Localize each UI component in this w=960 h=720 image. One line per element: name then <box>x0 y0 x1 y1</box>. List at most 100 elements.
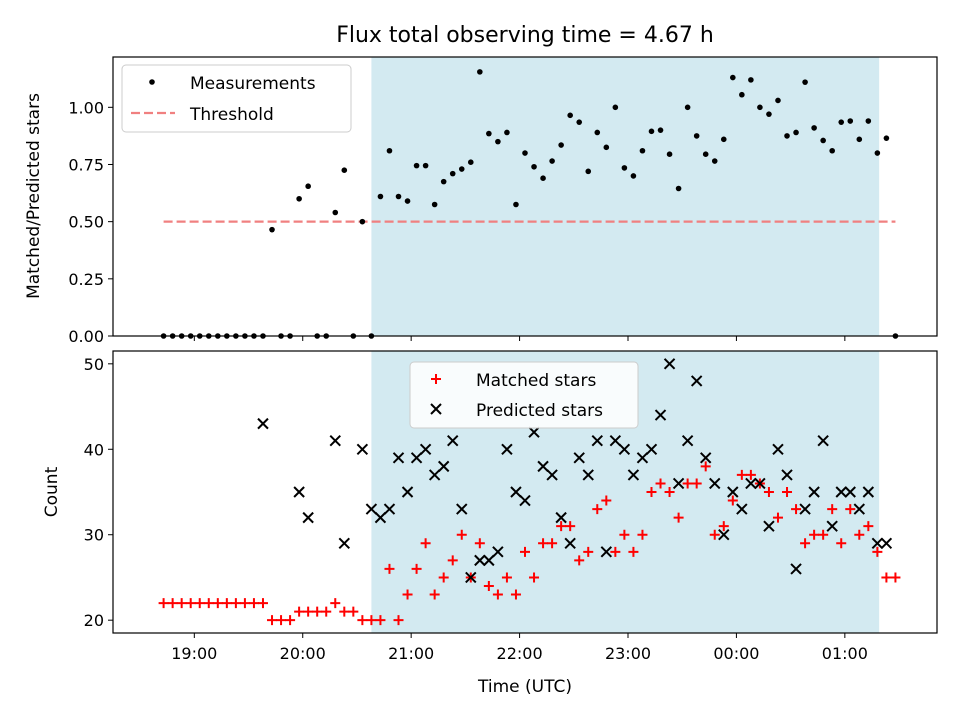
measurement-point <box>395 193 402 200</box>
matched-star-point <box>538 538 549 549</box>
matched-star-point <box>447 555 458 566</box>
matched-star-point <box>501 572 512 583</box>
measurement-point <box>458 166 465 172</box>
predicted-star-point <box>564 537 576 549</box>
measurement-point <box>883 135 890 141</box>
predicted-star-point <box>437 460 450 473</box>
predicted-star-point <box>510 486 522 498</box>
matched-star-point <box>836 538 847 549</box>
matched-star-point <box>547 538 558 549</box>
predicted-star-point <box>447 435 459 447</box>
predicted-star-point <box>555 511 567 524</box>
measurement-point <box>567 112 573 119</box>
predicted-star-point <box>799 503 811 515</box>
predicted-star-point <box>537 460 549 473</box>
matched-star-point <box>601 495 612 506</box>
matched-star-point <box>348 606 359 617</box>
matched-star-point <box>772 512 783 523</box>
predicted-star-point <box>419 443 432 455</box>
predicted-star-point <box>401 486 414 498</box>
measurement-point <box>793 129 799 136</box>
matched-star-point <box>176 598 187 609</box>
predicted-star-point <box>672 477 685 490</box>
top-y-ticks: 0.00 0.25 0.50 0.75 1.00 <box>68 98 113 346</box>
matched-star-point <box>890 572 901 583</box>
measurement-point <box>585 168 592 175</box>
measurement-point <box>802 79 808 85</box>
bottom-y-ticks: 20 30 40 50 <box>84 355 113 630</box>
predicted-star-point <box>383 503 396 515</box>
matched-star-point <box>357 615 368 626</box>
measurement-point <box>576 119 583 125</box>
y-tick-label: 0.25 <box>68 270 104 289</box>
predicted-star-point <box>835 486 847 498</box>
matched-star-point <box>474 538 485 549</box>
matched-star-point <box>718 521 729 532</box>
matched-star-point <box>267 615 278 626</box>
x-tick-label: 22:00 <box>497 644 543 663</box>
matched-star-point <box>574 555 585 566</box>
predicted-star-point <box>582 469 594 481</box>
measurement-point <box>856 136 863 143</box>
predicted-star-point <box>609 435 622 447</box>
measurement-point <box>757 104 763 111</box>
matched-star-point <box>700 461 711 472</box>
measurement-point <box>558 142 564 148</box>
predicted-star-point <box>817 435 829 447</box>
top-y-axis-label: Matched/Predicted stars <box>24 93 44 299</box>
matched-star-point <box>510 589 521 600</box>
predicted-star-point <box>709 477 721 490</box>
measurement-point <box>269 226 275 233</box>
measurement-point <box>431 201 438 208</box>
predicted-star-point <box>654 409 667 421</box>
measurement-point <box>820 137 826 144</box>
matched-star-point <box>673 512 684 523</box>
measurement-point <box>702 151 709 157</box>
measurement-point <box>449 170 456 177</box>
matched-star-point <box>212 598 223 609</box>
matched-star-point <box>854 529 865 540</box>
predicted-star-point <box>546 469 558 481</box>
predicted-star-point <box>338 537 351 549</box>
matched-star-point <box>402 589 413 600</box>
measurement-point <box>477 69 483 75</box>
matched-star-point <box>330 598 341 609</box>
measurement-point <box>413 162 420 169</box>
matched-star-point <box>411 563 422 574</box>
measurement-point <box>522 150 528 156</box>
matched-star-point <box>294 606 305 617</box>
measurement-point <box>847 118 854 124</box>
matched-star-point <box>384 563 395 574</box>
matched-star-point <box>248 598 259 609</box>
matched-star-point <box>619 529 630 540</box>
measurement-point <box>865 118 872 124</box>
bottom-panel: 20 30 40 50 19:00 20:00 21:00 22:00 23:00 00:00 0… <box>42 350 938 697</box>
matched-star-point <box>881 572 892 583</box>
legend-predicted-label: Predicted stars <box>476 401 603 421</box>
matched-star-point <box>565 521 576 532</box>
matched-star-point <box>483 581 494 591</box>
predicted-star-point <box>645 443 658 455</box>
legend-measurements-label: Measurements <box>190 74 316 94</box>
matched-star-point <box>429 589 440 600</box>
legend-matched-label: Matched stars <box>476 371 596 391</box>
measurement-point <box>603 144 610 151</box>
measurement-point <box>612 104 619 111</box>
bottom-x-ticks: 19:00 20:00 21:00 22:00 23:00 00:00 01:00 <box>171 633 868 663</box>
measurement-point <box>684 104 691 111</box>
predicted-star-point <box>410 452 423 464</box>
measurement-point <box>540 175 546 182</box>
measurement-point <box>675 185 682 192</box>
y-tick-label: 30 <box>84 526 104 545</box>
matched-star-point <box>583 546 594 557</box>
measurement-point <box>513 201 519 208</box>
predicted-star-point <box>302 511 314 524</box>
matched-star-point <box>592 504 603 515</box>
predicted-star-point <box>790 563 802 575</box>
predicted-star-point <box>329 435 341 447</box>
predicted-star-point <box>365 503 378 515</box>
matched-star-point <box>492 589 503 600</box>
measurement-point <box>531 163 537 170</box>
predicted-star-point <box>781 469 793 481</box>
matched-star-point <box>655 478 666 489</box>
